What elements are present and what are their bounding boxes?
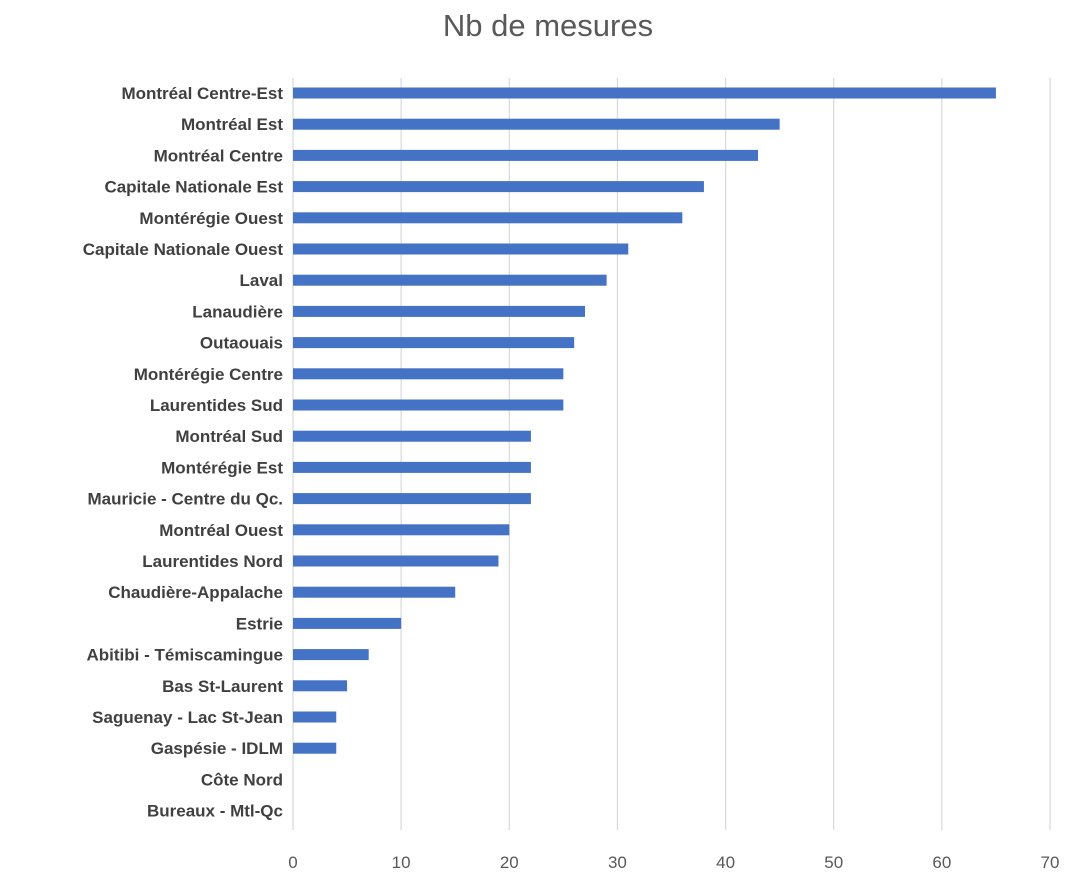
category-label: Montréal Centre-Est xyxy=(121,84,283,103)
category-label: Gaspésie - IDLM xyxy=(151,739,283,758)
bar xyxy=(293,181,704,193)
bar xyxy=(293,337,575,349)
category-label: Montérégie Est xyxy=(161,458,283,477)
category-label: Montérégie Ouest xyxy=(139,209,283,228)
x-tick-labels: 0 10 20 30 40 50 60 70 xyxy=(288,853,1059,872)
bar xyxy=(293,555,499,567)
category-label: Montréal Sud xyxy=(175,427,283,446)
category-label: Abitibi - Témiscamingue xyxy=(87,646,283,665)
x-tick-label: 40 xyxy=(716,853,735,872)
category-label: Estrie xyxy=(236,614,283,633)
category-label: Laval xyxy=(240,271,283,290)
bar xyxy=(293,649,369,661)
bar xyxy=(293,711,337,723)
bar xyxy=(293,368,564,380)
bars xyxy=(293,87,996,754)
bar xyxy=(293,461,531,473)
bar xyxy=(293,212,683,224)
x-tick-label: 50 xyxy=(824,853,843,872)
category-label: Laurentides Nord xyxy=(142,552,283,571)
gridlines xyxy=(292,78,1051,830)
bar xyxy=(293,524,510,536)
x-tick-label: 20 xyxy=(500,853,519,872)
category-labels: Montréal Centre-Est Montréal Est Montréal … xyxy=(83,84,284,821)
category-label: Montréal Centre xyxy=(154,146,283,165)
bar xyxy=(293,399,564,411)
bar xyxy=(293,274,607,286)
x-tick-label: 30 xyxy=(608,853,627,872)
bar xyxy=(293,586,456,598)
bar xyxy=(293,243,629,255)
bar xyxy=(293,87,996,99)
bar xyxy=(293,305,585,317)
bar xyxy=(293,742,337,754)
category-label: Saguenay - Lac St-Jean xyxy=(92,708,283,727)
x-tick-label: 10 xyxy=(392,853,411,872)
category-label: Mauricie - Centre du Qc. xyxy=(87,490,283,509)
category-label: Lanaudière xyxy=(192,302,283,321)
bar xyxy=(293,617,402,629)
bar xyxy=(293,493,531,505)
category-label: Bas St-Laurent xyxy=(162,677,283,696)
category-label: Bureaux - Mtl-Qc xyxy=(147,802,283,821)
category-label: Outaouais xyxy=(200,334,283,353)
chart-title: Nb de mesures xyxy=(443,8,653,43)
bar xyxy=(293,680,348,692)
bar xyxy=(293,118,780,130)
category-label: Capitale Nationale Ouest xyxy=(83,240,284,259)
category-label: Laurentides Sud xyxy=(150,396,283,415)
category-label: Montérégie Centre xyxy=(134,365,283,384)
category-label: Montréal Ouest xyxy=(159,521,283,540)
x-tick-label: 0 xyxy=(288,853,297,872)
bar xyxy=(293,430,531,442)
bar xyxy=(293,149,759,161)
category-label: Capitale Nationale Est xyxy=(104,178,283,197)
category-label: Montréal Est xyxy=(181,115,283,134)
x-tick-label: 60 xyxy=(932,853,951,872)
category-label: Chaudière-Appalache xyxy=(108,583,283,602)
x-tick-label: 70 xyxy=(1041,853,1060,872)
category-label: Côte Nord xyxy=(201,770,283,789)
